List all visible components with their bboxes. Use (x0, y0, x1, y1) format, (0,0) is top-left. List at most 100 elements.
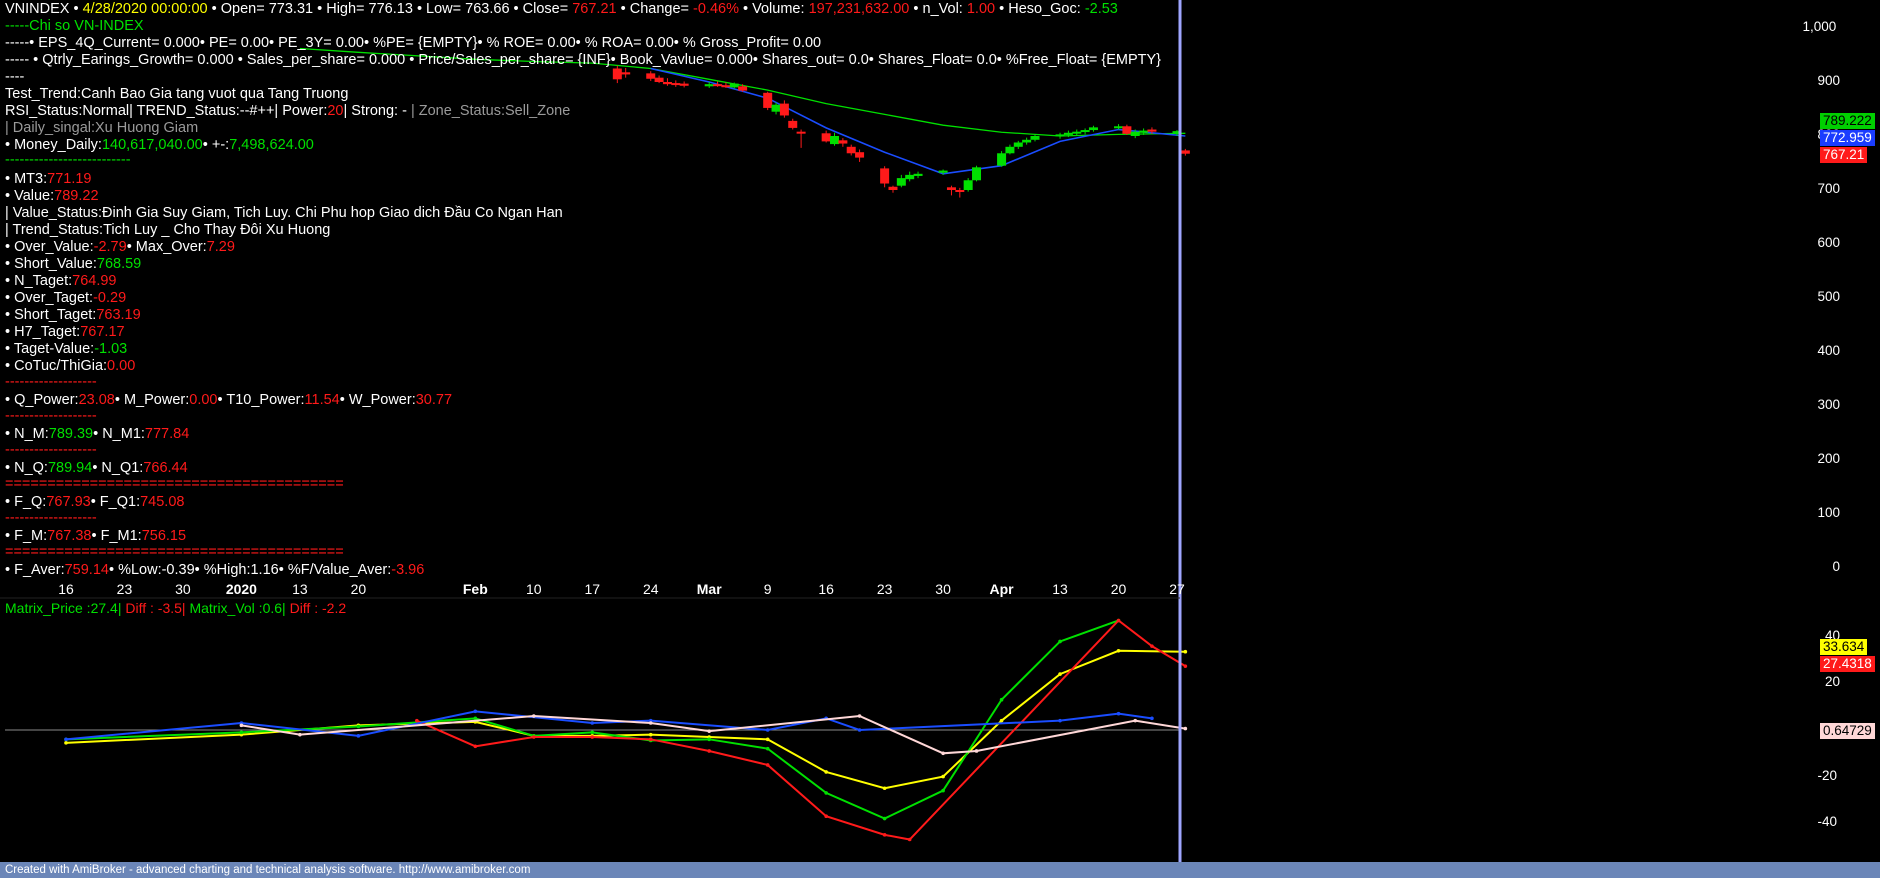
osc-point (1058, 639, 1062, 644)
wp-value: 30.77 (415, 392, 453, 408)
change-label: Change= (629, 1, 689, 17)
overlay-money-daily: • Money_Daily:140,617,040.00• +-:7,498,6… (5, 137, 314, 154)
x-tick: Mar (696, 581, 722, 597)
candle (763, 91, 773, 111)
matrix-vol-diff: Diff : -2.2 (289, 600, 347, 616)
candle-body (1013, 142, 1023, 147)
osc-point (1058, 672, 1062, 676)
candle-body (796, 131, 806, 134)
overlay-sep-5: ======================================== (5, 476, 344, 492)
price-tick: 900 (1817, 73, 1841, 88)
osc-point (824, 814, 828, 819)
candle (1180, 148, 1190, 156)
price-tick: 1,000 (1802, 19, 1837, 34)
candle (713, 81, 723, 87)
overlay-line-index: -----Chi so VN-INDEX (5, 18, 144, 34)
candle-body (721, 85, 731, 88)
ntaget-value: 764.99 (72, 273, 117, 289)
osc-point (765, 728, 770, 732)
osc-point (648, 732, 653, 737)
qp-value: 23.08 (78, 392, 115, 408)
osc-point (239, 723, 244, 728)
short-label: • Short_Value: (5, 256, 97, 272)
osc-point (941, 751, 945, 756)
osc-point (1058, 718, 1062, 723)
zone-status: | Zone_Status:Sell_Zone (410, 103, 571, 119)
change-value: -0.46% (693, 1, 739, 17)
h7-value: 767.17 (80, 324, 125, 340)
price-tick: 600 (1817, 235, 1841, 250)
candle (779, 100, 789, 118)
fq1-value: 745.08 (140, 494, 185, 510)
osc-tick: -40 (1817, 814, 1838, 830)
candle (896, 174, 906, 188)
close-value: 767.21 (572, 1, 617, 17)
overlay-sep-3: ------------------- (5, 408, 97, 424)
candle-body (913, 173, 923, 176)
overlay-fq: • F_Q:767.93• F_Q1:745.08 (5, 494, 184, 511)
candle-body (1072, 131, 1082, 134)
overlay-short-value: • Short_Value:768.59 (5, 256, 141, 273)
candle-body (621, 72, 631, 75)
osc-point (1116, 648, 1121, 653)
candle-body (1172, 131, 1182, 134)
osc-point (999, 718, 1004, 723)
candle (972, 165, 982, 182)
x-tick: 16 (58, 581, 74, 597)
matrix-price-diff: Diff : -3.5| (125, 600, 186, 616)
fq-value: 767.93 (46, 494, 91, 510)
candle-body (671, 83, 681, 86)
osc-point (1116, 711, 1121, 716)
osc-point (648, 737, 653, 742)
fa-stats: • %Low:-0.39• %High:1.16• %F/Value_Aver: (108, 562, 392, 578)
osc-point (1116, 618, 1121, 623)
fm1-value: 756.15 (141, 528, 187, 544)
candle (621, 67, 631, 78)
candle (1022, 137, 1032, 145)
osc-point (824, 791, 828, 795)
osc-tick: -20 (1817, 767, 1838, 783)
green-trend-line (299, 47, 1186, 137)
candle (654, 75, 664, 84)
x-tick: 20 (1110, 581, 1127, 597)
candle (997, 151, 1007, 167)
candle-body (905, 174, 915, 180)
candle-body (771, 104, 781, 112)
osc-point (765, 746, 770, 751)
candle (1139, 128, 1149, 135)
osc-point (531, 735, 536, 739)
candle (1130, 129, 1140, 139)
fq1-label: • F_Q1: (90, 494, 141, 510)
osc-point (1150, 716, 1154, 721)
candle-body (662, 82, 672, 85)
osc-point (1133, 718, 1138, 723)
candle (1147, 127, 1157, 134)
osc-point (590, 730, 595, 735)
osc-point (765, 763, 770, 767)
money-diff-label: • +-: (202, 137, 230, 153)
osc-point (590, 735, 595, 739)
x-tick: 2020 (225, 581, 257, 597)
candle (1072, 129, 1082, 136)
candle (1013, 140, 1023, 149)
candle (855, 149, 865, 162)
badge-green: 789.222 (1820, 113, 1875, 129)
heso-label: Heso_Goc: (1008, 1, 1081, 17)
osc-point (1183, 664, 1188, 668)
candle (771, 102, 781, 115)
x-tick: 17 (584, 581, 601, 597)
footer-credit[interactable]: Created with AmiBroker - advanced charti… (0, 862, 1880, 878)
matrix-vol: Matrix_Vol :0.6| (189, 600, 286, 616)
x-tick: 20 (350, 581, 367, 597)
overlay-rsi-status: RSI_Status:Normal| TREND_Status:--#++| P… (5, 103, 570, 120)
overlay-nm: • N_M:789.39• N_M1:777.84 (5, 426, 189, 443)
price-tick: 300 (1817, 397, 1841, 412)
nq1-label: • N_Q1: (92, 460, 144, 476)
osc-point (941, 788, 945, 793)
osc-point (356, 724, 361, 729)
candle-body (838, 140, 848, 144)
candle-body (1088, 127, 1098, 131)
x-tick: 24 (642, 581, 659, 597)
datetime: 4/28/2020 00:00:00 (82, 1, 208, 17)
oscillator-pane (5, 618, 1188, 842)
